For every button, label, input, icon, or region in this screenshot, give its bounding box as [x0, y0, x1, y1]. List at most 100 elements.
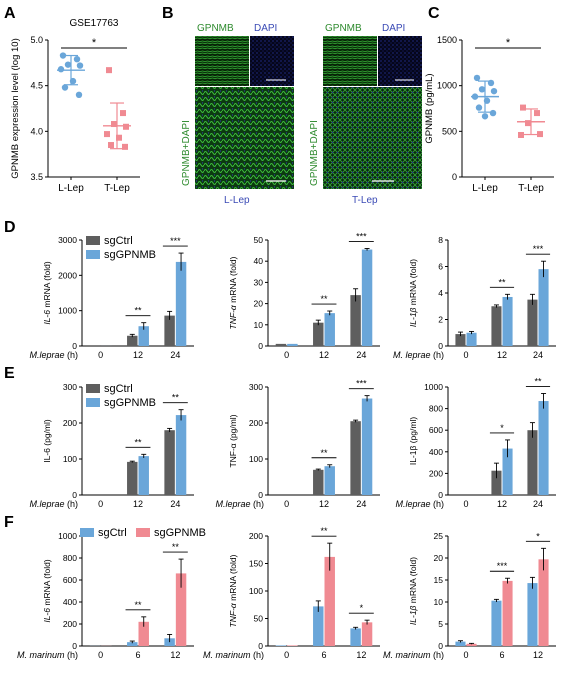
- bar: [527, 430, 538, 495]
- bar: [455, 641, 466, 646]
- charts-layer: 3.5 4.0 4.5 5.0 L-Lep T-Lep * GSE17763 GPNMB exp…: [10, 18, 556, 660]
- bar: [138, 326, 149, 346]
- bar: [175, 261, 187, 346]
- significance-label: **: [134, 600, 142, 610]
- x-tick-label: 0: [284, 350, 289, 360]
- data-point: [487, 79, 495, 87]
- y-axis-label: IL-6 mRNA (fold): [42, 261, 52, 324]
- y-axis-label: GPNMB expression level (log 10): [10, 38, 21, 178]
- label-l-lep: L-Lep: [224, 195, 250, 206]
- y-tick-label: 3.5: [30, 172, 43, 182]
- x-tick-label: L-Lep: [472, 183, 498, 194]
- x-tick-label: 12: [533, 650, 543, 660]
- bar: [361, 398, 373, 495]
- x-axis-label: M. marinum (h): [17, 650, 78, 660]
- data-point: [120, 110, 126, 117]
- micrograph-panel: GPNMB DAPI GPNMB DAPI GPNMB+DAPI GPNMB+D…: [181, 23, 422, 206]
- bar: [350, 295, 361, 346]
- y-tick-label: 200: [429, 468, 443, 478]
- data-point: [537, 131, 543, 138]
- y-tick-label: 0: [258, 341, 263, 351]
- bar: [538, 401, 549, 495]
- legend-label: sgGPNMB: [104, 249, 156, 261]
- label-dapi: DAPI: [382, 23, 405, 34]
- y-tick-label: 200: [249, 418, 263, 428]
- y-axis-label: IL-1β (pg/ml): [408, 417, 418, 466]
- data-point: [76, 62, 84, 69]
- x-tick-label: L-Lep: [58, 183, 84, 194]
- bar: [324, 466, 335, 495]
- significance-label: *: [500, 423, 504, 433]
- data-point: [490, 87, 498, 95]
- bar: [275, 645, 287, 646]
- label-t-lep: T-Lep: [352, 195, 378, 206]
- data-point: [111, 121, 117, 128]
- x-tick-label: 12: [170, 650, 180, 660]
- bar: [287, 343, 298, 346]
- bar: [491, 600, 502, 646]
- label-merge: GPNMB+DAPI: [181, 120, 192, 186]
- bar: [275, 343, 287, 346]
- y-tick-label: 600: [63, 575, 77, 585]
- data-point: [534, 110, 540, 117]
- y-tick-label: 5.0: [30, 35, 43, 45]
- legend-label: sgCtrl: [104, 383, 133, 395]
- x-tick-label: 24: [533, 350, 543, 360]
- data-point: [518, 131, 524, 138]
- significance-label: ***: [533, 244, 544, 254]
- y-tick-label: 100: [249, 454, 263, 464]
- y-axis-label: IL-1β mRNA (fold): [408, 259, 418, 327]
- data-point: [471, 93, 479, 100]
- significance-label: ***: [497, 561, 508, 571]
- y-tick-label: 1000: [58, 306, 77, 316]
- y-tick-label: 3000: [58, 235, 77, 245]
- y-tick-label: 200: [249, 531, 263, 541]
- x-tick-label: 12: [356, 650, 366, 660]
- micrograph-l-dapi: [250, 36, 294, 86]
- panel-letter-c: C: [428, 5, 440, 22]
- micrograph-l-gpnmb: [195, 36, 249, 86]
- y-tick-label: 2: [438, 315, 443, 325]
- y-axis-label: GPNMB (pg/mL): [424, 73, 435, 143]
- y-tick-label: 0: [258, 490, 263, 500]
- significance-label: **: [320, 448, 328, 458]
- significance-label: **: [534, 376, 542, 386]
- y-tick-label: 0: [72, 490, 77, 500]
- x-tick-label: 0: [98, 350, 103, 360]
- bar: [164, 430, 175, 495]
- x-axis-label: M. leprae (h): [393, 350, 444, 360]
- label-dapi: DAPI: [254, 23, 277, 34]
- x-tick-label: 24: [170, 499, 180, 509]
- y-tick-label: 8: [438, 235, 443, 245]
- y-tick-label: 200: [63, 619, 77, 629]
- significance-label: ***: [356, 379, 367, 389]
- data-point: [478, 86, 486, 93]
- x-tick-label: 0: [98, 650, 103, 660]
- legend-label: sgGPNMB: [104, 397, 156, 409]
- x-axis-label: M.leprae (h): [395, 499, 444, 509]
- data-point: [123, 123, 129, 130]
- data-point: [473, 74, 481, 82]
- significance-label: **: [172, 542, 180, 552]
- label-gpnmb: GPNMB: [197, 23, 234, 34]
- legend-swatch: [86, 236, 100, 245]
- x-tick-label: T-Lep: [104, 183, 130, 194]
- micrograph-t-dapi: [378, 36, 422, 86]
- x-tick-label: 12: [319, 350, 329, 360]
- bar: [350, 628, 361, 646]
- bar: [127, 642, 138, 646]
- panel-letter-d: D: [4, 219, 16, 236]
- y-axis-label: IL-6 mRNA (fold): [42, 559, 52, 622]
- x-axis-label: M.leprae (h): [29, 350, 78, 360]
- y-tick-label: 1000: [437, 81, 457, 91]
- y-tick-label: 500: [442, 126, 457, 136]
- legend-label: sgCtrl: [104, 235, 133, 247]
- legend-label: sgCtrl: [98, 527, 127, 539]
- y-tick-label: 400: [429, 447, 443, 457]
- bar: [455, 334, 466, 346]
- x-tick-label: 12: [497, 499, 507, 509]
- data-point: [481, 113, 489, 120]
- bar: [350, 421, 361, 495]
- bar: [361, 249, 373, 346]
